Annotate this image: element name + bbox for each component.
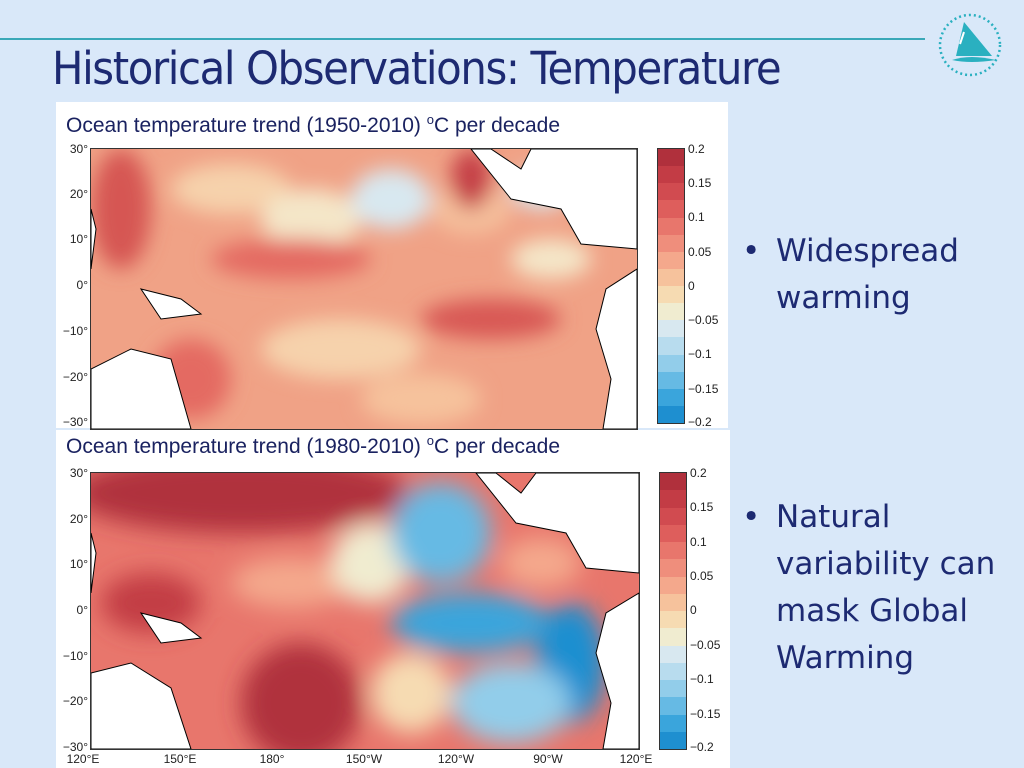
lat-label: −20° [62, 694, 88, 708]
colorbar-label: −0.15 [688, 382, 719, 396]
colorbar-band [660, 680, 686, 698]
colorbar-band [658, 268, 684, 286]
colorbar-label: 0.15 [688, 176, 712, 190]
colorbar-band [660, 490, 686, 508]
map-caption: Ocean temperature trend (1950-2010) oC p… [66, 112, 561, 137]
temperature-trend-map [90, 472, 640, 750]
colorbar-label: 0.05 [690, 569, 714, 583]
colorbar-band [658, 405, 684, 423]
colorbar-band [660, 559, 686, 577]
colorbar [657, 148, 685, 424]
colorbar-band [660, 697, 686, 715]
lat-label: 30° [69, 142, 88, 156]
colorbar-label: −0.2 [690, 740, 714, 754]
colorbar-label: 0.15 [690, 500, 714, 514]
bullet-natural-variability: • Natural variability can mask Global Wa… [742, 494, 1012, 682]
lat-label: 10° [69, 232, 88, 246]
colorbar-band [658, 234, 684, 252]
bullet-widespread-warming: • Widespread warming [742, 228, 1012, 322]
logo-icon [938, 13, 1002, 77]
colorbar-label: −0.15 [690, 707, 721, 721]
colorbar-band [660, 611, 686, 629]
colorbar-label: 0.05 [688, 245, 712, 259]
temperature-trend-map [90, 148, 638, 430]
colorbar-band [658, 337, 684, 355]
colorbar-band [658, 183, 684, 201]
lon-label: 120°E [619, 752, 653, 766]
colorbar-label: 0.1 [690, 535, 707, 549]
lat-label: 30° [69, 466, 88, 480]
colorbar-label: 0.2 [690, 466, 707, 480]
lon-label: 180° [259, 752, 285, 766]
colorbar-band [658, 354, 684, 372]
lon-label: 120°W [437, 752, 475, 766]
colorbar-label: −0.1 [690, 672, 714, 686]
colorbar-band [658, 371, 684, 389]
colorbar-band [660, 542, 686, 560]
colorbar-label: 0.1 [688, 210, 705, 224]
colorbar [659, 472, 687, 750]
lon-label: 90°W [533, 752, 563, 766]
lat-label: 20° [69, 512, 88, 526]
colorbar-label: −0.2 [688, 415, 712, 429]
map-panel-1980-2010: Ocean temperature trend (1980-2010) oC p… [56, 430, 730, 768]
colorbar-band [660, 473, 686, 491]
colorbar-band [658, 388, 684, 406]
colorbar-label: −0.1 [688, 347, 712, 361]
colorbar-label: 0 [688, 279, 695, 293]
colorbar-band [658, 149, 684, 167]
lat-label: −30° [62, 415, 88, 429]
lat-label: 20° [69, 187, 88, 201]
colorbar-label: −0.05 [688, 313, 719, 327]
colorbar-band [658, 303, 684, 321]
lat-label: −10° [62, 649, 88, 663]
colorbar-band [660, 628, 686, 646]
lat-label: 10° [69, 557, 88, 571]
lon-label: 150°W [345, 752, 383, 766]
lat-label: 0° [76, 278, 88, 292]
colorbar-band [658, 200, 684, 218]
map-caption: Ocean temperature trend (1980-2010) oC p… [66, 433, 561, 458]
lat-label: −10° [62, 324, 88, 338]
colorbar-label: −0.05 [690, 638, 721, 652]
colorbar-band [660, 507, 686, 525]
colorbar-band [660, 731, 686, 749]
bullet-icon: • [742, 499, 761, 535]
lat-label: −20° [62, 370, 88, 384]
bullet-icon: • [742, 233, 761, 269]
slide-title: Historical Observations: Temperature [52, 42, 782, 95]
colorbar-band [660, 576, 686, 594]
colorbar-band [658, 166, 684, 184]
colorbar-band [660, 645, 686, 663]
lon-label: 120°E [66, 752, 100, 766]
header-divider [0, 38, 925, 40]
colorbar-label: 0 [690, 603, 697, 617]
colorbar-band [658, 251, 684, 269]
colorbar-band [658, 286, 684, 304]
colorbar-band [660, 593, 686, 611]
colorbar-band [660, 714, 686, 732]
colorbar-band [660, 662, 686, 680]
colorbar-band [660, 524, 686, 542]
lon-label: 150°E [163, 752, 197, 766]
colorbar-band [658, 320, 684, 338]
lat-label: −30° [62, 740, 88, 754]
map-panel-1950-2010: Ocean temperature trend (1950-2010) oC p… [56, 102, 728, 430]
colorbar-label: 0.2 [688, 142, 705, 156]
lat-label: 0° [76, 603, 88, 617]
colorbar-band [658, 217, 684, 235]
